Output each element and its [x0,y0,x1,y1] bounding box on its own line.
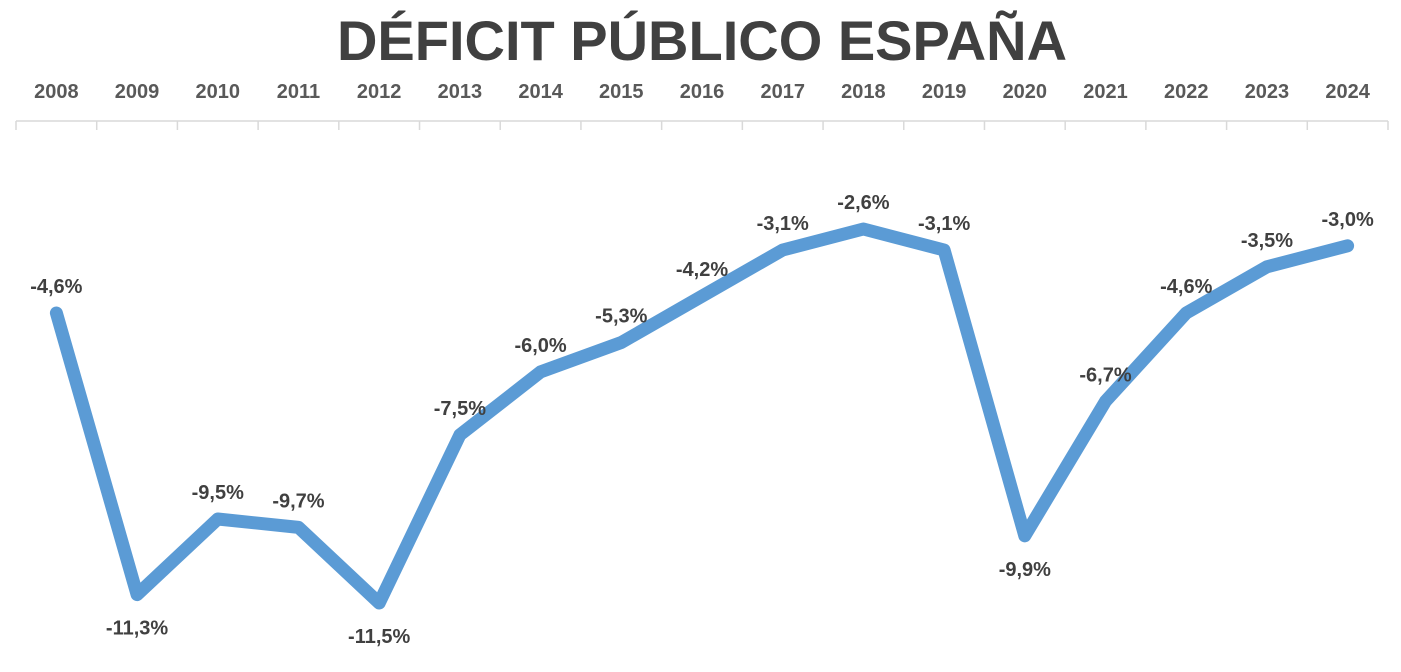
x-axis [15,120,1389,130]
x-tick-label: 2024 [1325,81,1370,103]
data-label: -4,6% [30,276,82,298]
data-label: -9,9% [999,559,1051,581]
data-label: -9,5% [192,482,244,504]
x-tick-label: 2019 [922,81,967,103]
x-tick-label: 2009 [115,81,160,103]
data-label: -3,1% [918,213,970,235]
data-label: -3,1% [757,213,809,235]
x-tick-label: 2008 [34,81,79,103]
data-label: -2,6% [837,192,889,214]
x-tick-label: 2015 [599,81,644,103]
x-tick-label: 2012 [357,81,402,103]
data-label: -11,5% [348,626,410,648]
x-tick-label: 2013 [438,81,483,103]
x-tick-label: 2010 [196,81,241,103]
x-tick-label: 2022 [1164,81,1209,103]
data-label: -11,3% [106,618,168,640]
data-labels: -4,6% -11,3% -9,5% -9,7% -11,5% -7,5% -6,0% -5,… [30,192,1374,648]
x-tick-label: 2021 [1083,81,1128,103]
data-label: -3,5% [1241,230,1293,252]
series-line-group [49,222,1355,610]
data-label: -5,3% [595,305,647,327]
data-label: -9,7% [272,490,324,512]
chart-title: DÉFICIT PÚBLICO ESPAÑA [337,9,1067,72]
x-tick-label: 2016 [680,81,725,103]
data-label: -4,2% [676,259,728,281]
x-axis-tick-labels: 2008 2009 2010 2011 2012 2013 2014 2015 2016 2017… [34,81,1371,103]
x-tick-label: 2017 [760,81,805,103]
data-label: -6,7% [1079,364,1131,386]
data-label: -4,6% [1160,276,1212,298]
x-tick-label: 2014 [518,81,563,103]
series-line [49,222,1355,610]
x-tick-label: 2023 [1245,81,1290,103]
data-label: -6,0% [514,335,566,357]
x-tick-label: 2011 [277,81,320,103]
data-label: -7,5% [434,398,486,420]
data-label: -3,0% [1322,209,1374,231]
x-tick-label: 2020 [1003,81,1048,103]
x-tick-label: 2018 [841,81,886,103]
